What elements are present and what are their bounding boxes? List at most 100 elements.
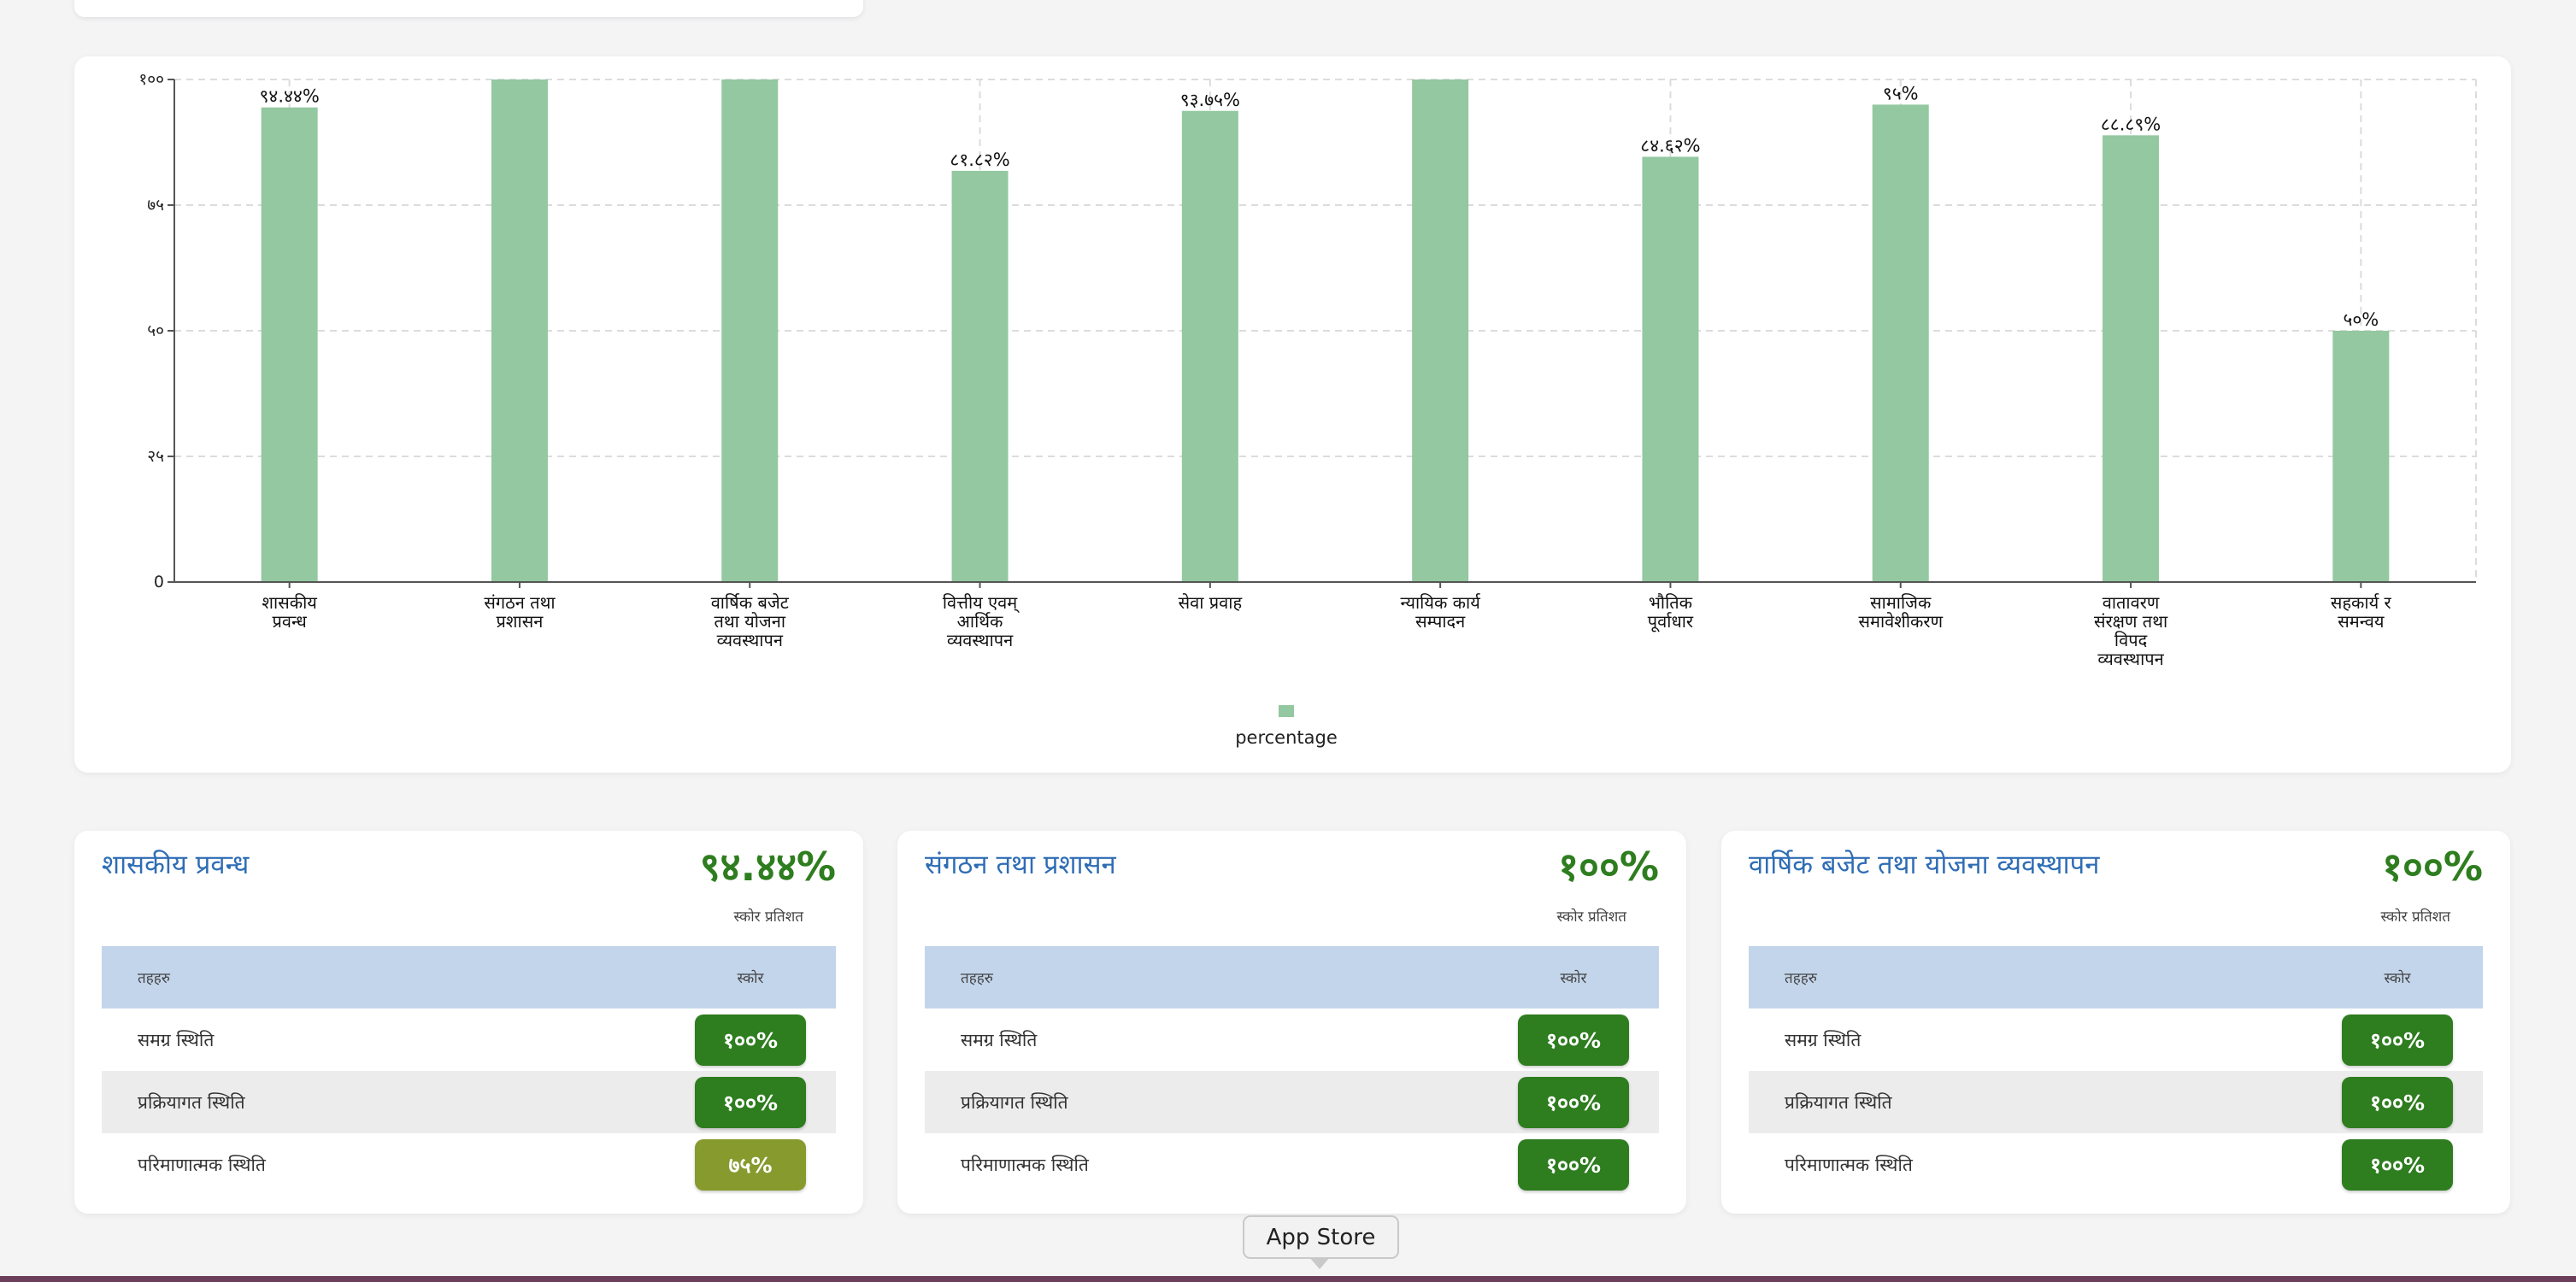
x-tick-label: सम्पादन	[1415, 611, 1466, 632]
legend-swatch	[1279, 705, 1294, 717]
score-card: वार्षिक बजेट तथा योजना व्यवस्थापन १००% स…	[1721, 831, 2510, 1214]
column-header-score: स्कोर	[737, 970, 764, 987]
row-label: समग्र स्थिति	[961, 1029, 1038, 1050]
card-score-label: स्कोर प्रतिशत	[1556, 909, 1626, 926]
data-label: ८४.६२%	[1640, 135, 1700, 156]
x-tick-label: शासकीय	[262, 592, 317, 613]
x-tick-label: संरक्षण तथा	[2094, 611, 2168, 632]
row-label: प्रक्रियागत स्थिति	[1785, 1091, 1892, 1113]
x-tick-label: पूर्वाधार	[1648, 611, 1694, 632]
row-label: परिमाणात्मक स्थिति	[138, 1154, 266, 1175]
score-badge: १००%	[1518, 1014, 1629, 1066]
table-row: प्रक्रियागत स्थिति १००%	[102, 1071, 836, 1133]
bar	[261, 107, 318, 582]
y-tick-label: ७५	[147, 196, 164, 215]
row-label: समग्र स्थिति	[1785, 1029, 1861, 1050]
row-label: प्रक्रियागत स्थिति	[138, 1091, 245, 1113]
bar	[1872, 104, 1929, 582]
bar	[721, 79, 779, 582]
score-badge: १००%	[695, 1014, 806, 1066]
x-tick-label: सेवा प्रवाह	[1179, 592, 1243, 613]
card-score: १००%	[2382, 844, 2483, 890]
bar	[2332, 331, 2390, 582]
score-card: संगठन तथा प्रशासन १००% स्कोर प्रतिशत तहह…	[897, 831, 1686, 1214]
score-table: तहहरु स्कोर समग्र स्थिति १००% प्रक्रियाग…	[925, 946, 1659, 1196]
row-label: परिमाणात्मक स्थिति	[961, 1154, 1089, 1175]
x-tick-label: आर्थिक	[957, 611, 1003, 632]
card-title: संगठन तथा प्रशासन	[925, 850, 1116, 880]
score-table: तहहरु स्कोर समग्र स्थिति १००% प्रक्रियाग…	[1749, 946, 2483, 1196]
card-score-label: स्कोर प्रतिशत	[2380, 909, 2450, 926]
row-label: समग्र स्थिति	[138, 1029, 215, 1050]
column-header-score: स्कोर	[2384, 970, 2411, 987]
card-score: १००%	[1558, 844, 1659, 890]
x-tick-label: समन्वय	[2338, 611, 2385, 632]
bar	[2103, 135, 2160, 583]
dock-edge	[0, 1276, 2576, 1282]
column-header-level: तहहरु	[138, 970, 170, 987]
legend-label: percentage	[1235, 727, 1338, 748]
x-tick-label: प्रशासन	[497, 611, 544, 632]
x-tick-label: वित्तीय एवम्	[943, 592, 1020, 614]
table-row: समग्र स्थिति १००%	[102, 1009, 836, 1071]
data-label: ९४.४४%	[259, 86, 319, 107]
table-header: तहहरु स्कोर	[102, 946, 836, 1009]
app-store-tooltip: App Store	[1243, 1215, 1399, 1259]
table-row: समग्र स्थिति १००%	[925, 1009, 1659, 1071]
bar	[1412, 79, 1469, 582]
bar	[1642, 156, 1699, 583]
score-badge: १००%	[1518, 1138, 1629, 1191]
table-row: समग्र स्थिति १००%	[1749, 1009, 2483, 1071]
score-badge: १००%	[2342, 1014, 2453, 1066]
score-table: तहहरु स्कोर समग्र स्थिति १००% प्रक्रियाग…	[102, 946, 836, 1196]
data-label: ९५%	[1883, 83, 1919, 103]
x-tick-label: सहकार्य र	[2331, 592, 2392, 613]
y-tick-label: 0	[154, 573, 164, 591]
card-title: वार्षिक बजेट तथा योजना व्यवस्थापन	[1749, 850, 2100, 880]
x-tick-label: समावेशीकरण	[1858, 611, 1943, 632]
score-badge: १००%	[695, 1076, 806, 1128]
table-row: परिमाणात्मक स्थिति ७५%	[102, 1133, 836, 1196]
x-tick-label: तथा योजना	[714, 611, 785, 632]
tooltip-arrow	[1309, 1257, 1330, 1269]
data-label: ५०%	[2343, 309, 2379, 330]
column-header-level: तहहरु	[1785, 970, 1817, 987]
data-label: ८१.८२%	[950, 150, 1009, 170]
y-tick-label: ५०	[147, 321, 164, 340]
x-tick-label: प्रवन्ध	[272, 611, 307, 632]
table-row: प्रक्रियागत स्थिति १००%	[925, 1071, 1659, 1133]
x-tick-label: वार्षिक बजेट	[711, 592, 790, 613]
card-title: शासकीय प्रवन्ध	[102, 850, 250, 880]
column-header-score: स्कोर	[1560, 970, 1587, 987]
x-tick-label: वातावरण	[2103, 592, 2160, 613]
bar	[951, 170, 1009, 582]
x-tick-label: विपद	[2114, 630, 2148, 650]
bar-chart: 0 २५ ५० ७५ १०० ९४.४४% शासकीयप्रवन्ध संगठन तथाप्…	[138, 70, 2477, 748]
score-badge: ७५%	[695, 1138, 806, 1191]
table-row: परिमाणात्मक स्थिति १००%	[1749, 1133, 2483, 1196]
y-tick-label: २५	[147, 447, 164, 466]
x-tick-label: व्यवस्थापन	[947, 630, 1014, 650]
table-header: तहहरु स्कोर	[1749, 946, 2483, 1009]
data-label: ९३.७५%	[1180, 90, 1240, 110]
row-label: प्रक्रियागत स्थिति	[961, 1091, 1068, 1113]
score-badge: १००%	[2342, 1138, 2453, 1191]
chart-card: 0 २५ ५० ७५ १०० ९४.४४% शासकीय प्रवन्ध संगठन तथा प्…	[74, 56, 2511, 773]
table-header: तहहरु स्कोर	[925, 946, 1659, 1009]
score-badge: १००%	[1518, 1076, 1629, 1128]
y-tick-label: १००	[138, 70, 164, 89]
score-card: शासकीय प्रवन्ध ९४.४४% स्कोर प्रतिशत तहहर…	[74, 831, 863, 1214]
x-tick-label: व्यवस्थापन	[717, 630, 784, 650]
previous-card	[74, 0, 863, 17]
x-tick-label: भौतिक	[1649, 592, 1693, 613]
column-header-level: तहहरु	[961, 970, 993, 987]
table-row: परिमाणात्मक स्थिति १००%	[925, 1133, 1659, 1196]
bar	[491, 79, 548, 582]
card-score-label: स्कोर प्रतिशत	[733, 909, 803, 926]
x-tick-label: न्यायिक कार्य	[1400, 592, 1480, 613]
table-row: प्रक्रियागत स्थिति १००%	[1749, 1071, 2483, 1133]
x-tick-label: सामाजिक	[1870, 592, 1932, 613]
x-tick-label: संगठन तथा	[484, 592, 556, 613]
score-badge: १००%	[2342, 1076, 2453, 1128]
bar	[1181, 110, 1238, 582]
